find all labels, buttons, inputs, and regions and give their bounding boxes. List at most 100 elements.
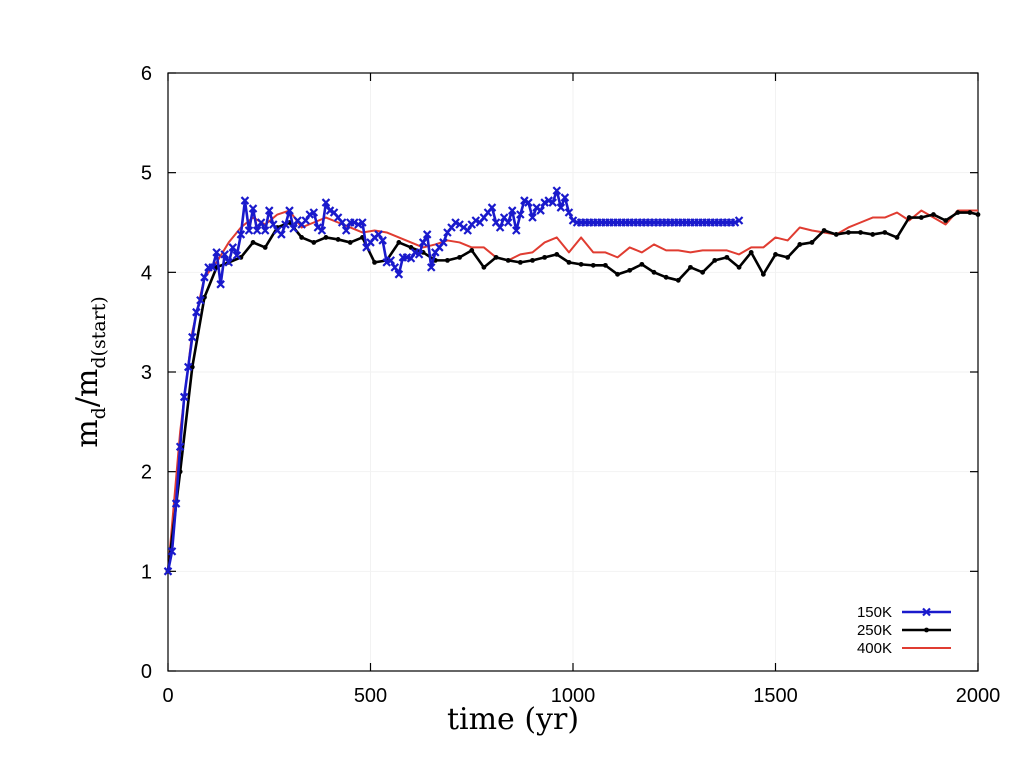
axis-ticks: 0 500 1000 1500 2000 0 1 2 3 4 5 6 [141, 63, 1000, 707]
data-point-marker [240, 196, 250, 205]
data-point-marker [918, 215, 924, 220]
data-point-marker [374, 230, 383, 239]
data-point-marker [372, 259, 377, 265]
y-tick-label: 1 [141, 561, 152, 583]
data-point-marker [183, 362, 193, 372]
y-tick-label: 6 [141, 63, 152, 85]
data-point-marker [512, 226, 521, 235]
y-axis-title-sub2: d(start) [88, 296, 110, 368]
data-point-marker [507, 206, 517, 215]
data-point-marker [603, 262, 608, 268]
data-point-marker [445, 257, 450, 263]
data-point-marker [922, 607, 931, 617]
data-point-marker [503, 218, 513, 227]
data-point-marker [734, 216, 744, 225]
data-point-marker [163, 567, 173, 576]
data-point-marker [724, 254, 730, 260]
data-point-marker [378, 236, 387, 245]
data-point-marker [457, 254, 462, 260]
data-point-marker [323, 235, 329, 240]
data-point-marker [224, 258, 234, 267]
data-point-marker [760, 271, 766, 277]
data-point-marker [469, 248, 475, 253]
data-point-marker [785, 254, 791, 260]
data-point-marker [528, 213, 537, 222]
legend-item: 250K [857, 622, 951, 639]
data-point-marker [846, 230, 851, 235]
data-point-marker [564, 208, 574, 217]
data-point-marker [179, 392, 189, 402]
data-point-marker [264, 206, 274, 215]
x-tick-label: 1500 [753, 685, 798, 707]
x-tick-label: 0 [162, 685, 173, 707]
data-point-marker [285, 206, 294, 215]
data-point-marker [487, 203, 497, 212]
data-point-marker [321, 198, 331, 207]
data-point-marker [590, 262, 596, 268]
data-point-marker [530, 257, 535, 263]
data-point-marker [967, 210, 973, 215]
data-point-marker [347, 240, 353, 245]
data-point-marker [212, 248, 221, 257]
y-tick-label: 2 [141, 462, 152, 484]
data-point-marker [188, 332, 197, 342]
data-point-marker [955, 210, 961, 215]
data-point-marker [495, 223, 505, 232]
data-point-marker [931, 212, 936, 217]
data-point-marker [248, 204, 258, 213]
data-point-marker [262, 245, 268, 250]
data-point-marker [615, 271, 620, 277]
data-point-marker [341, 226, 351, 235]
data-point-marker [675, 277, 681, 283]
data-point-marker [809, 240, 815, 245]
data-point-marker [906, 215, 912, 220]
data-point-marker [171, 499, 181, 508]
data-point-marker [358, 218, 367, 227]
data-point-marker [200, 273, 209, 282]
data-point-marker [712, 257, 718, 263]
data-point-marker [627, 267, 633, 273]
grid-lines [167, 72, 979, 672]
legend-item: 400K [857, 640, 951, 657]
data-point-marker [833, 232, 839, 237]
data-point-marker [439, 238, 448, 247]
data-point-marker [700, 269, 705, 275]
data-point-marker [167, 547, 177, 556]
data-point-marker [236, 230, 246, 239]
data-point-marker [736, 264, 742, 270]
data-point-marker [882, 230, 888, 235]
data-point-marker [414, 250, 424, 259]
data-point-marker [748, 250, 754, 255]
y-tick-label: 0 [141, 661, 152, 683]
data-point-marker [228, 243, 238, 252]
data-point-marker [578, 261, 584, 267]
data-point-marker [299, 235, 305, 240]
data-point-marker [335, 237, 341, 242]
legend-label: 150K [857, 604, 892, 621]
data-point-marker [821, 228, 827, 233]
data-point-marker [406, 254, 416, 263]
data-point-marker [289, 224, 298, 233]
y-axis-title-base-2: m [70, 369, 105, 397]
data-point-marker [566, 259, 572, 265]
data-point-marker [220, 250, 229, 259]
data-point-marker [189, 364, 195, 370]
data-point-marker [196, 295, 205, 305]
data-point-marker [244, 226, 254, 235]
data-point-marker [311, 240, 317, 245]
data-point-marker [797, 242, 803, 247]
data-point-marker [396, 240, 402, 245]
data-point-marker [269, 220, 278, 229]
data-point-marker [552, 186, 562, 195]
data-point-marker [301, 216, 310, 225]
data-point-marker [252, 226, 262, 235]
data-point-marker [175, 442, 185, 452]
data-point-marker [870, 232, 876, 237]
y-axis-title-sub1: d [88, 407, 110, 419]
data-point-marker [773, 251, 778, 257]
data-point-marker [975, 212, 981, 217]
data-point-marker [858, 230, 863, 235]
data-point-marker [536, 206, 545, 215]
